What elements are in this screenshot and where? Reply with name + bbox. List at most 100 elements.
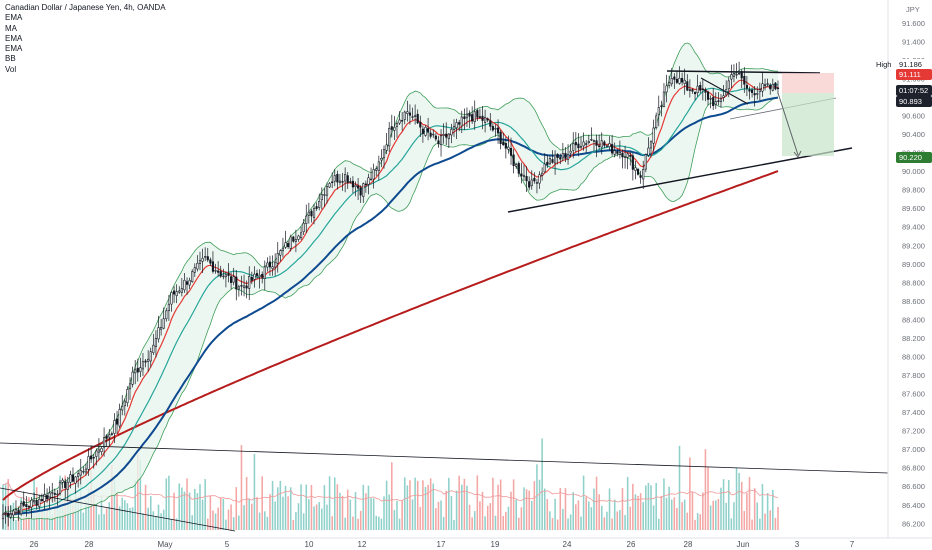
volume-bar	[391, 462, 393, 530]
candle-body	[530, 179, 533, 186]
volume-bar	[225, 519, 227, 530]
y-tick-label: 87.400	[902, 408, 925, 417]
y-tick-label: 87.000	[902, 445, 925, 454]
candle-body	[494, 127, 497, 130]
candle-body	[162, 318, 165, 329]
volume-bar	[549, 511, 551, 530]
candle-body	[585, 143, 588, 145]
y-tick-label: 90.000	[902, 167, 925, 176]
candle-body	[136, 367, 139, 373]
volume-bar	[214, 513, 217, 530]
volume-bar	[357, 518, 359, 530]
x-tick-label: May	[157, 540, 172, 549]
candle-body	[237, 286, 240, 290]
x-tick-label: 3	[795, 540, 800, 549]
candle-body	[315, 206, 318, 209]
candle-body	[634, 167, 637, 171]
candle-body	[30, 499, 33, 508]
x-tick-label: 7	[850, 540, 855, 549]
candle-body	[284, 242, 287, 248]
candle-body	[748, 89, 751, 92]
indicator-ema-1[interactable]: EMA	[5, 13, 23, 23]
candle-body	[191, 271, 194, 282]
candle-body	[701, 88, 704, 90]
volume-bar	[613, 499, 616, 530]
volume-bar	[48, 509, 51, 530]
volume-bar	[124, 500, 126, 530]
volume-bar	[445, 490, 448, 530]
volume-bar	[196, 493, 199, 530]
volume-bar	[530, 500, 533, 530]
volume-bar	[162, 509, 165, 530]
volume-ma-line	[2, 481, 779, 503]
volume-bar	[129, 508, 131, 530]
indicator-ma[interactable]: MA	[5, 23, 17, 33]
volume-bar	[562, 508, 564, 530]
indicator-vol[interactable]: Vol	[5, 64, 17, 74]
candle-body	[528, 181, 531, 188]
candle-body	[401, 120, 404, 122]
volume-bar	[632, 483, 634, 530]
volume-bar	[264, 511, 266, 530]
candle-body	[608, 143, 611, 148]
volume-bar	[740, 481, 743, 530]
volume-bar	[585, 496, 587, 530]
candle-body	[193, 267, 196, 273]
volume-bar	[256, 497, 258, 530]
candle-body	[408, 112, 412, 116]
y-tick-label: 88.600	[902, 297, 925, 306]
volume-bar	[489, 503, 492, 530]
volume-bar	[746, 492, 748, 530]
y-tick-label: 87.800	[902, 371, 925, 380]
volume-bar	[38, 509, 41, 530]
candle-body	[369, 178, 373, 181]
volume-bar	[271, 480, 274, 530]
volume-bar	[670, 499, 673, 530]
volume-bar	[191, 515, 193, 530]
x-tick-label: 5	[225, 540, 230, 549]
volume-bar	[652, 505, 655, 530]
candle-body	[484, 117, 487, 123]
candle-body	[515, 164, 518, 167]
candle-body	[100, 448, 103, 453]
candle-body	[693, 92, 697, 95]
volume-bar	[515, 499, 517, 530]
candle-body	[432, 133, 435, 136]
candle-body	[600, 140, 603, 148]
x-tick-label: 26	[627, 540, 636, 549]
trendline-drawings[interactable]	[0, 70, 889, 532]
candle-body	[603, 141, 606, 146]
volume-bar	[354, 492, 357, 530]
volume-bar	[453, 519, 455, 530]
volume-bar	[82, 512, 85, 530]
y-tick-label: 86.400	[902, 501, 925, 510]
price-tag-box	[896, 69, 932, 80]
bollinger-bands	[2, 42, 779, 520]
currency-label: JPY	[906, 5, 920, 14]
candle-body	[227, 273, 230, 276]
candle-body	[655, 115, 658, 128]
candle-body	[769, 84, 772, 90]
candle-body	[732, 73, 736, 77]
volume-bar	[484, 516, 486, 530]
indicator-bb[interactable]: BB	[5, 54, 16, 64]
volume-bar	[72, 504, 74, 530]
volume-bar	[764, 513, 766, 530]
stop-zone	[782, 73, 834, 93]
candle-body	[626, 153, 629, 158]
volume-bar	[440, 500, 442, 530]
volume-bar	[699, 514, 702, 530]
indicator-ema-3[interactable]: EMA	[5, 44, 23, 54]
x-tick-label: 17	[437, 540, 446, 549]
volume-bar	[735, 467, 738, 530]
y-tick-label: 89.800	[902, 186, 925, 195]
candle-body	[255, 273, 259, 276]
candle-body	[219, 271, 222, 277]
volume-bar	[486, 505, 489, 530]
candle-body	[390, 126, 393, 130]
arrow-head	[793, 150, 802, 158]
candle-body	[338, 180, 342, 183]
indicator-ema-2[interactable]: EMA	[5, 33, 23, 43]
volume-bar	[108, 502, 111, 530]
